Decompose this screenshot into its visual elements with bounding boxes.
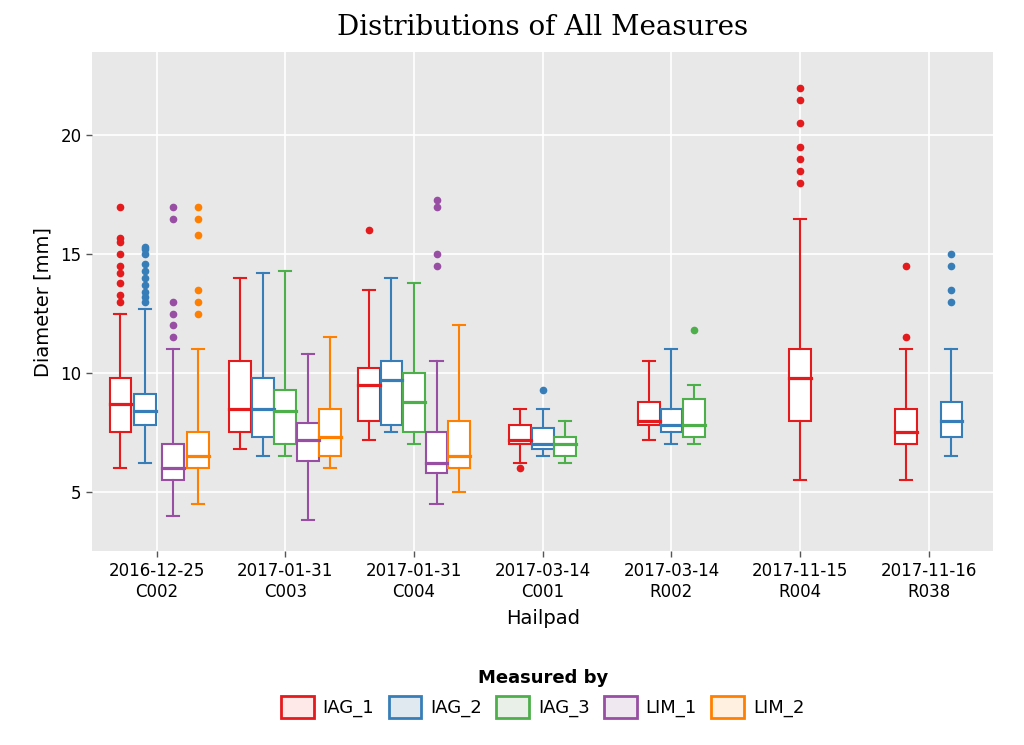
Bar (297, 423, 318, 461)
Bar (358, 368, 380, 421)
Bar (186, 432, 209, 468)
Bar (134, 394, 156, 425)
Bar (229, 361, 251, 432)
Legend: IAG_1, IAG_2, IAG_3, LIM_1, LIM_2: IAG_1, IAG_2, IAG_3, LIM_1, LIM_2 (272, 660, 813, 727)
Bar (790, 349, 811, 421)
Bar (319, 409, 341, 456)
X-axis label: Hailpad: Hailpad (506, 609, 580, 628)
Bar (426, 432, 447, 473)
Title: Distributions of All Measures: Distributions of All Measures (337, 14, 749, 42)
Bar (895, 409, 918, 444)
Bar (660, 409, 682, 432)
Bar (163, 444, 184, 480)
Bar (449, 421, 470, 468)
Y-axis label: Diameter [mm]: Diameter [mm] (34, 226, 52, 377)
Bar (638, 402, 659, 425)
Bar (252, 378, 273, 437)
Bar (683, 399, 705, 437)
Bar (110, 378, 131, 432)
Bar (940, 402, 963, 437)
Bar (381, 361, 402, 425)
Bar (274, 390, 296, 444)
Bar (509, 425, 531, 444)
Bar (531, 428, 554, 449)
Bar (403, 373, 425, 432)
Bar (554, 437, 577, 456)
